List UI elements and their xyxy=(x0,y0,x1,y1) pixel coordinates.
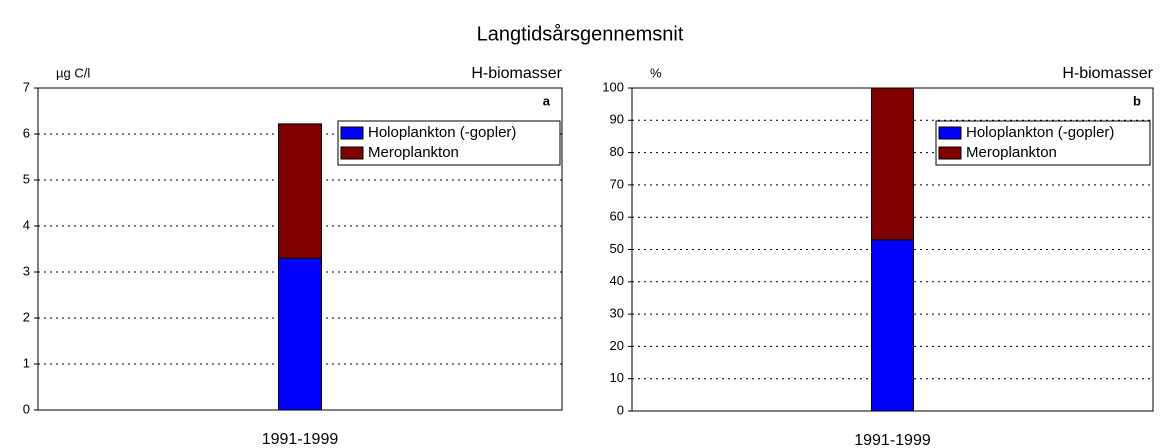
bar-segment xyxy=(871,239,914,412)
legend-swatch xyxy=(938,126,962,140)
y-tick-label: 0 xyxy=(617,402,624,417)
panel-subtitle: H-biomasser xyxy=(471,65,562,82)
y-tick-label: 70 xyxy=(610,176,624,191)
legend-swatch xyxy=(340,126,364,140)
legend-label: Meroplankton xyxy=(966,144,1057,161)
bar-segment xyxy=(871,87,914,241)
y-tick-label: 10 xyxy=(610,370,624,385)
y-tick-label: 2 xyxy=(23,309,30,324)
y-tick-label: 40 xyxy=(610,273,624,288)
legend-box xyxy=(337,120,561,166)
legend-label: Holoplankton (-gopler) xyxy=(966,124,1114,141)
chart-title: Langtidsårsgennemsnit xyxy=(477,23,684,45)
y-tick-label: 100 xyxy=(602,79,624,94)
bar-segment xyxy=(278,123,322,259)
x-tick-label: 1991-1999 xyxy=(262,431,339,448)
y-tick-label: 90 xyxy=(610,112,624,127)
legend-label: Meroplankton xyxy=(368,144,459,161)
y-tick-label: 5 xyxy=(23,171,30,186)
y-axis-title: % xyxy=(650,65,662,80)
legend-label: Holoplankton (-gopler) xyxy=(368,124,516,141)
y-tick-label: 4 xyxy=(23,217,30,232)
y-tick-label: 0 xyxy=(23,401,30,416)
panel-label: a xyxy=(543,93,551,108)
panel-subtitle: H-biomasser xyxy=(1062,65,1153,82)
panel-label: b xyxy=(1133,93,1141,108)
y-tick-label: 6 xyxy=(23,125,30,140)
bar-segment xyxy=(278,257,322,411)
y-tick-label: 7 xyxy=(23,79,30,94)
legend-box xyxy=(935,120,1151,166)
y-tick-label: 60 xyxy=(610,209,624,224)
legend-swatch xyxy=(938,146,962,160)
y-tick-label: 80 xyxy=(610,144,624,159)
y-tick-label: 20 xyxy=(610,338,624,353)
x-tick-label: 1991-1999 xyxy=(854,432,931,448)
y-tick-label: 1 xyxy=(23,355,30,370)
y-axis-title: µg C/l xyxy=(56,65,90,80)
y-tick-label: 50 xyxy=(610,241,624,256)
legend-swatch xyxy=(340,146,364,160)
y-tick-label: 30 xyxy=(610,306,624,321)
y-tick-label: 3 xyxy=(23,263,30,278)
